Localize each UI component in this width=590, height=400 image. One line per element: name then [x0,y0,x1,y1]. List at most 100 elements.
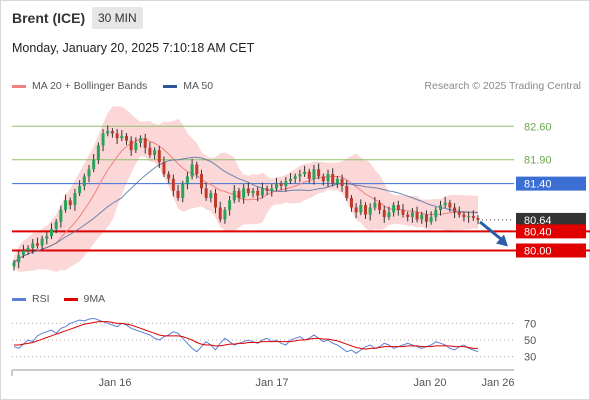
candle-body [279,183,283,186]
candle-body [420,214,424,220]
legend-rsi: RSI [12,293,50,305]
candle-body [345,186,349,198]
candle-body [143,138,147,148]
candle-body [204,188,208,198]
candle-body [242,188,246,198]
ma20-swatch [12,84,26,88]
candle-body [471,216,475,219]
candle-body [199,174,203,189]
candle-body [453,207,457,213]
candle-body [110,131,114,134]
candle-body [434,209,438,218]
candle-body [293,176,297,179]
candle-body [270,188,274,191]
candle-body [35,243,39,246]
x-tick-label-2: Jan 20 [413,377,446,389]
candle-body [167,174,171,179]
level-label-2: 81.40 [524,179,552,191]
candle-body [73,193,77,206]
candle-body [424,214,428,222]
candle-body [78,186,82,194]
legend-ma20-label: MA 20 + Bollinger Bands [32,80,148,92]
candle-body [209,193,213,198]
candle-body [101,133,105,146]
level-label-5: 80.00 [524,246,552,258]
candle-body [429,217,433,222]
candle-body [256,190,260,196]
ma50-swatch [163,84,178,88]
candle-body [354,207,358,213]
timeframe-badge[interactable]: 30 MIN [92,7,143,29]
candle-body [289,178,293,182]
rsi-tick-0: 70 [524,318,536,330]
ma50-line [13,156,479,263]
candle-body [274,183,278,189]
credit-label: Research © 2025 Trading Central [424,80,581,92]
instrument-title: Brent (ICE) [12,10,86,26]
legend-rsi-label: RSI [32,293,50,305]
candle-body [439,205,443,210]
candle-body [298,174,302,177]
level-tag-4 [516,224,586,239]
candle-body [410,212,414,218]
candle-body [228,200,232,210]
candle-body [115,133,119,139]
candle-body [49,229,53,237]
bollinger-band [14,106,478,272]
candle-body [26,248,30,251]
rsi-swatch [12,297,26,301]
level-label-0: 82.60 [524,121,552,133]
candle-body [162,162,166,175]
level-label-1: 81.90 [524,155,552,167]
level-tag-3 [516,212,586,227]
candle-body [260,188,264,196]
candle-body [176,190,180,198]
candle-body [476,218,480,220]
candle-body [251,190,255,194]
candle-body [237,190,241,198]
candle-body [331,174,335,184]
candle-body [59,209,63,222]
candle-body [148,147,152,155]
x-tick-label-1: Jan 17 [255,377,288,389]
candle-body [181,183,185,198]
x-tick-label-0: Jan 16 [98,377,131,389]
candle-body [106,131,110,134]
candle-body [124,135,128,141]
legend-ma20: MA 20 + Bollinger Bands [12,80,147,92]
candle-body [218,207,222,220]
candle-body [467,216,471,218]
candle-body [223,209,227,220]
candle-body [307,171,311,179]
projection-arrow-head [496,234,508,247]
level-tag-5 [516,243,586,258]
candle-body [340,178,344,186]
candle-body [134,143,138,151]
candle-body [54,221,58,229]
candle-body [120,135,124,139]
rsi-legend: RSI 9MA [12,293,119,305]
x-tick-label-3: Jan 26 [481,377,514,389]
candle-body [96,145,100,160]
legend-ma50: MA 50 [163,80,213,92]
candle-body [392,205,396,213]
candle-body [378,202,382,210]
candle-body [153,150,157,155]
candle-body [68,200,72,206]
rsi-tick-2: 30 [524,352,536,364]
candle-body [303,171,307,175]
candle-body [382,209,386,218]
candle-body [139,138,143,143]
candle-body [312,169,316,179]
candle-body [246,188,250,194]
candle-body [31,243,35,249]
candle-body [373,202,377,208]
candle-body [17,255,21,263]
candle-body [443,202,447,206]
ma20-line [13,138,479,263]
candle-body [349,197,353,208]
candle-body [92,159,96,170]
candle-body [406,214,410,218]
legend-ma50-label: MA 50 [183,80,214,92]
